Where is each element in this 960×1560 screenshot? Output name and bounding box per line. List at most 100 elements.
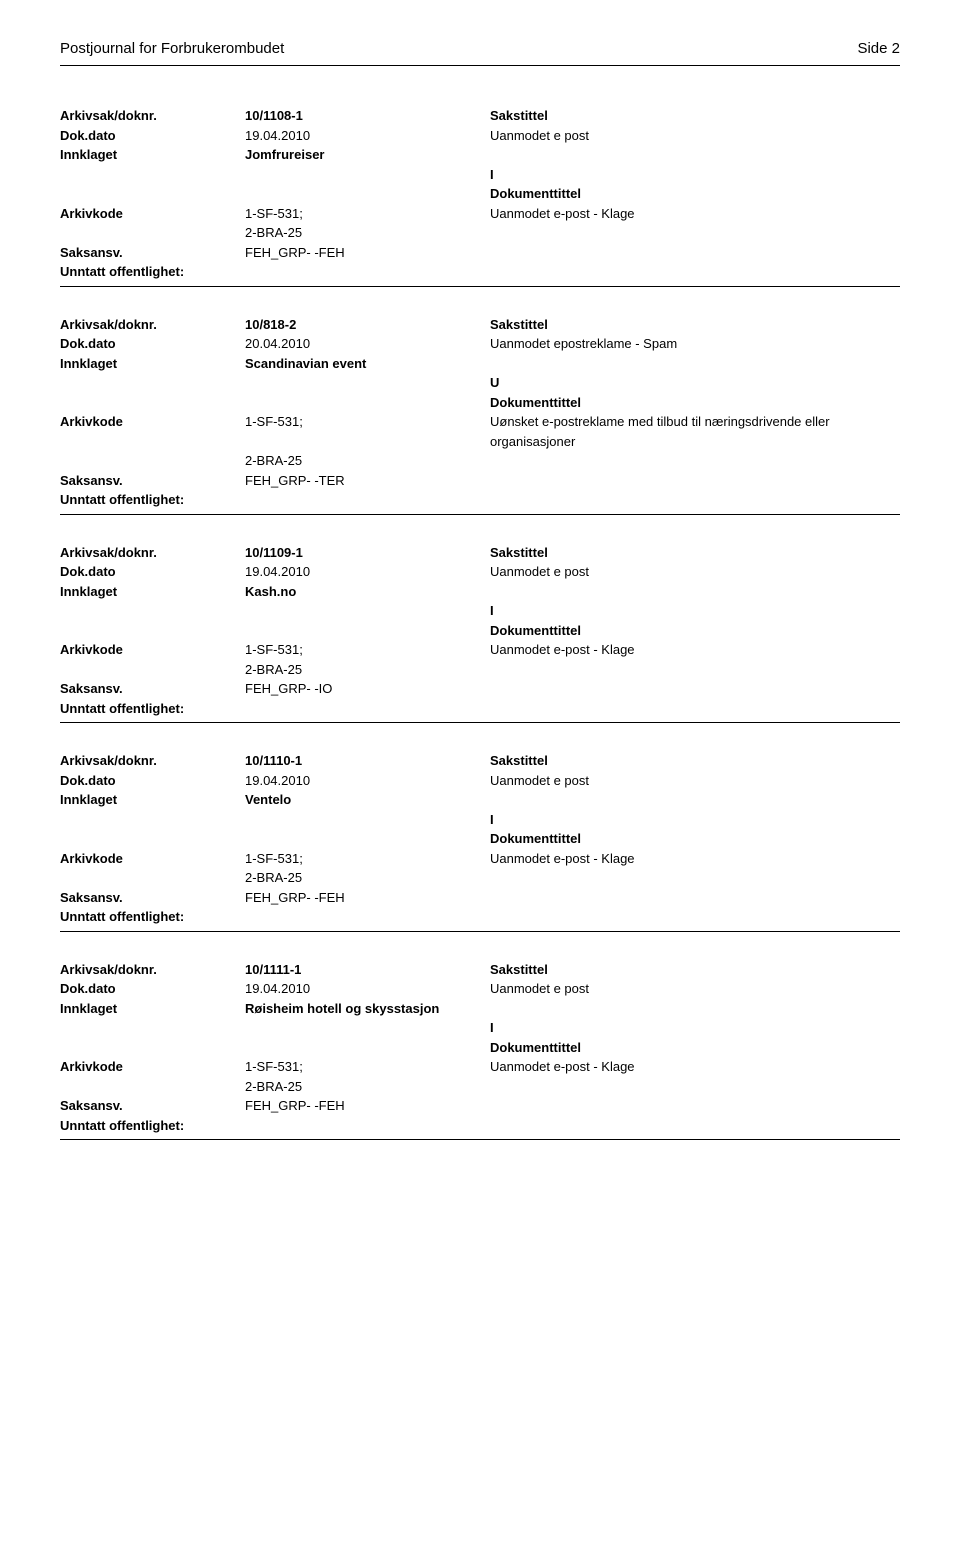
label-dokdato: Dok.dato <box>60 334 245 354</box>
entry-row-innklaget: InnklagetJomfrureiser <box>60 145 900 165</box>
label-arkivsak: Arkivsak/doknr. <box>60 751 245 771</box>
entry-row-arkivkode: Arkivkode1-SF-531;Uanmodet e-post - Klag… <box>60 640 900 660</box>
value-arkivsak: 10/1110-1 <box>245 751 490 771</box>
value-arkivkode-1: 1-SF-531; <box>245 849 490 869</box>
journal-entry: Arkivsak/doknr.10/1110-1SakstittelDok.da… <box>60 751 900 932</box>
label-arkivsak: Arkivsak/doknr. <box>60 960 245 980</box>
value-arkivsak: 10/1111-1 <box>245 960 490 980</box>
label-arkivkode: Arkivkode <box>60 640 245 660</box>
value-dokdato: 19.04.2010 <box>245 562 490 582</box>
entry-row-innklaget: InnklagetRøisheim hotell og skysstasjon <box>60 999 900 1019</box>
label-dokdato: Dok.dato <box>60 126 245 146</box>
entry-row-dokdato: Dok.dato19.04.2010Uanmodet e post <box>60 771 900 791</box>
entry-row-arkivsak: Arkivsak/doknr.10/1108-1Sakstittel <box>60 106 900 126</box>
entry-row-arkivkode-2: 2-BRA-25 <box>60 223 900 243</box>
entry-divider <box>60 514 900 515</box>
entry-row-direction: U <box>60 373 900 393</box>
value-direction: I <box>490 601 900 621</box>
value-arkivsak: 10/1108-1 <box>245 106 490 126</box>
entry-row-saksansv: Saksansv.FEH_GRP- -FEH <box>60 1096 900 1116</box>
entry-row-arkivkode-2: 2-BRA-25 <box>60 451 900 471</box>
label-sakstittel: Sakstittel <box>490 751 900 771</box>
value-arkivkode-1: 1-SF-531; <box>245 412 490 432</box>
entry-row-dokdato: Dok.dato19.04.2010Uanmodet e post <box>60 562 900 582</box>
header-divider <box>60 65 900 66</box>
entry-row-arkivsak: Arkivsak/doknr.10/1111-1Sakstittel <box>60 960 900 980</box>
entry-row-arkivkode-2: 2-BRA-25 <box>60 660 900 680</box>
value-arkivkode-2: 2-BRA-25 <box>245 660 490 680</box>
value-arkivkode-1: 1-SF-531; <box>245 204 490 224</box>
entry-row-arkivkode-2: 2-BRA-25 <box>60 1077 900 1097</box>
value-arkivkode-2: 2-BRA-25 <box>245 223 490 243</box>
value-arkivsak: 10/818-2 <box>245 315 490 335</box>
entry-row-saksansv: Saksansv.FEH_GRP- -FEH <box>60 243 900 263</box>
value-innklaget: Røisheim hotell og skysstasjon <box>245 999 490 1019</box>
value-sakstittel: Uanmodet e post <box>490 126 900 146</box>
entry-row-dokdato: Dok.dato19.04.2010Uanmodet e post <box>60 979 900 999</box>
label-saksansv: Saksansv. <box>60 1096 245 1116</box>
label-sakstittel: Sakstittel <box>490 315 900 335</box>
entry-row-innklaget: InnklagetScandinavian event <box>60 354 900 374</box>
label-arkivkode: Arkivkode <box>60 412 245 432</box>
label-dokdato: Dok.dato <box>60 979 245 999</box>
entry-divider <box>60 1139 900 1140</box>
label-arkivsak: Arkivsak/doknr. <box>60 315 245 335</box>
entry-row-dokumenttittel-label: Dokumenttittel <box>60 184 900 204</box>
value-arkivsak: 10/1109-1 <box>245 543 490 563</box>
value-innklaget: Kash.no <box>245 582 490 602</box>
entry-row-innklaget: InnklagetVentelo <box>60 790 900 810</box>
entry-row-unntatt: Unntatt offentlighet: <box>60 1116 900 1136</box>
value-direction: I <box>490 810 900 830</box>
entry-row-arkivsak: Arkivsak/doknr.10/1110-1Sakstittel <box>60 751 900 771</box>
label-innklaget: Innklaget <box>60 999 245 1019</box>
value-dokumenttittel: Uanmodet e-post - Klage <box>490 204 900 224</box>
entry-divider <box>60 286 900 287</box>
value-dokumenttittel: Uanmodet e-post - Klage <box>490 849 900 869</box>
value-direction: I <box>490 165 900 185</box>
page-number: Side 2 <box>857 40 900 57</box>
value-dokdato: 20.04.2010 <box>245 334 490 354</box>
journal-entry: Arkivsak/doknr.10/1111-1SakstittelDok.da… <box>60 960 900 1141</box>
entry-row-dokumenttittel-label: Dokumenttittel <box>60 829 900 849</box>
entry-row-arkivkode: Arkivkode1-SF-531;Uanmodet e-post - Klag… <box>60 1057 900 1077</box>
entry-row-innklaget: InnklagetKash.no <box>60 582 900 602</box>
value-arkivkode-1: 1-SF-531; <box>245 640 490 660</box>
label-innklaget: Innklaget <box>60 582 245 602</box>
value-dokumenttittel: Uanmodet e-post - Klage <box>490 1057 900 1077</box>
value-arkivkode-2: 2-BRA-25 <box>245 1077 490 1097</box>
value-arkivkode-2: 2-BRA-25 <box>245 451 490 471</box>
value-saksansv: FEH_GRP- -FEH <box>245 888 490 908</box>
value-dokumenttittel: Uønsket e-postreklame med tilbud til nær… <box>490 412 900 451</box>
entry-divider <box>60 722 900 723</box>
value-saksansv: FEH_GRP- -FEH <box>245 243 490 263</box>
entry-row-dokumenttittel-label: Dokumenttittel <box>60 621 900 641</box>
value-arkivkode-1: 1-SF-531; <box>245 1057 490 1077</box>
entry-row-dokumenttittel-label: Dokumenttittel <box>60 1038 900 1058</box>
label-arkivkode: Arkivkode <box>60 204 245 224</box>
entry-row-unntatt: Unntatt offentlighet: <box>60 907 900 927</box>
entry-row-arkivkode: Arkivkode1-SF-531;Uanmodet e-post - Klag… <box>60 204 900 224</box>
entries-container: Arkivsak/doknr.10/1108-1SakstittelDok.da… <box>60 106 900 1140</box>
entry-row-arkivsak: Arkivsak/doknr.10/1109-1Sakstittel <box>60 543 900 563</box>
value-dokdato: 19.04.2010 <box>245 126 490 146</box>
entry-row-saksansv: Saksansv.FEH_GRP- -FEH <box>60 888 900 908</box>
value-saksansv: FEH_GRP- -IO <box>245 679 490 699</box>
entry-row-direction: I <box>60 601 900 621</box>
value-direction: U <box>490 373 900 393</box>
value-innklaget: Jomfrureiser <box>245 145 490 165</box>
value-sakstittel: Uanmodet e post <box>490 562 900 582</box>
value-sakstittel: Uanmodet e post <box>490 979 900 999</box>
label-unntatt: Unntatt offentlighet: <box>60 907 245 927</box>
label-dokumenttittel: Dokumenttittel <box>490 1038 900 1058</box>
entry-row-direction: I <box>60 810 900 830</box>
label-dokumenttittel: Dokumenttittel <box>490 393 900 413</box>
value-direction: I <box>490 1018 900 1038</box>
label-dokumenttittel: Dokumenttittel <box>490 621 900 641</box>
journal-entry: Arkivsak/doknr.10/818-2Sakstittel Dok.dat… <box>60 315 900 515</box>
label-saksansv: Saksansv. <box>60 243 245 263</box>
label-dokdato: Dok.dato <box>60 562 245 582</box>
journal-title: Postjournal for Forbrukerombudet <box>60 40 284 57</box>
label-dokdato: Dok.dato <box>60 771 245 791</box>
page-header: Postjournal for Forbrukerombudet Side 2 <box>60 40 900 57</box>
label-sakstittel: Sakstittel <box>490 106 900 126</box>
